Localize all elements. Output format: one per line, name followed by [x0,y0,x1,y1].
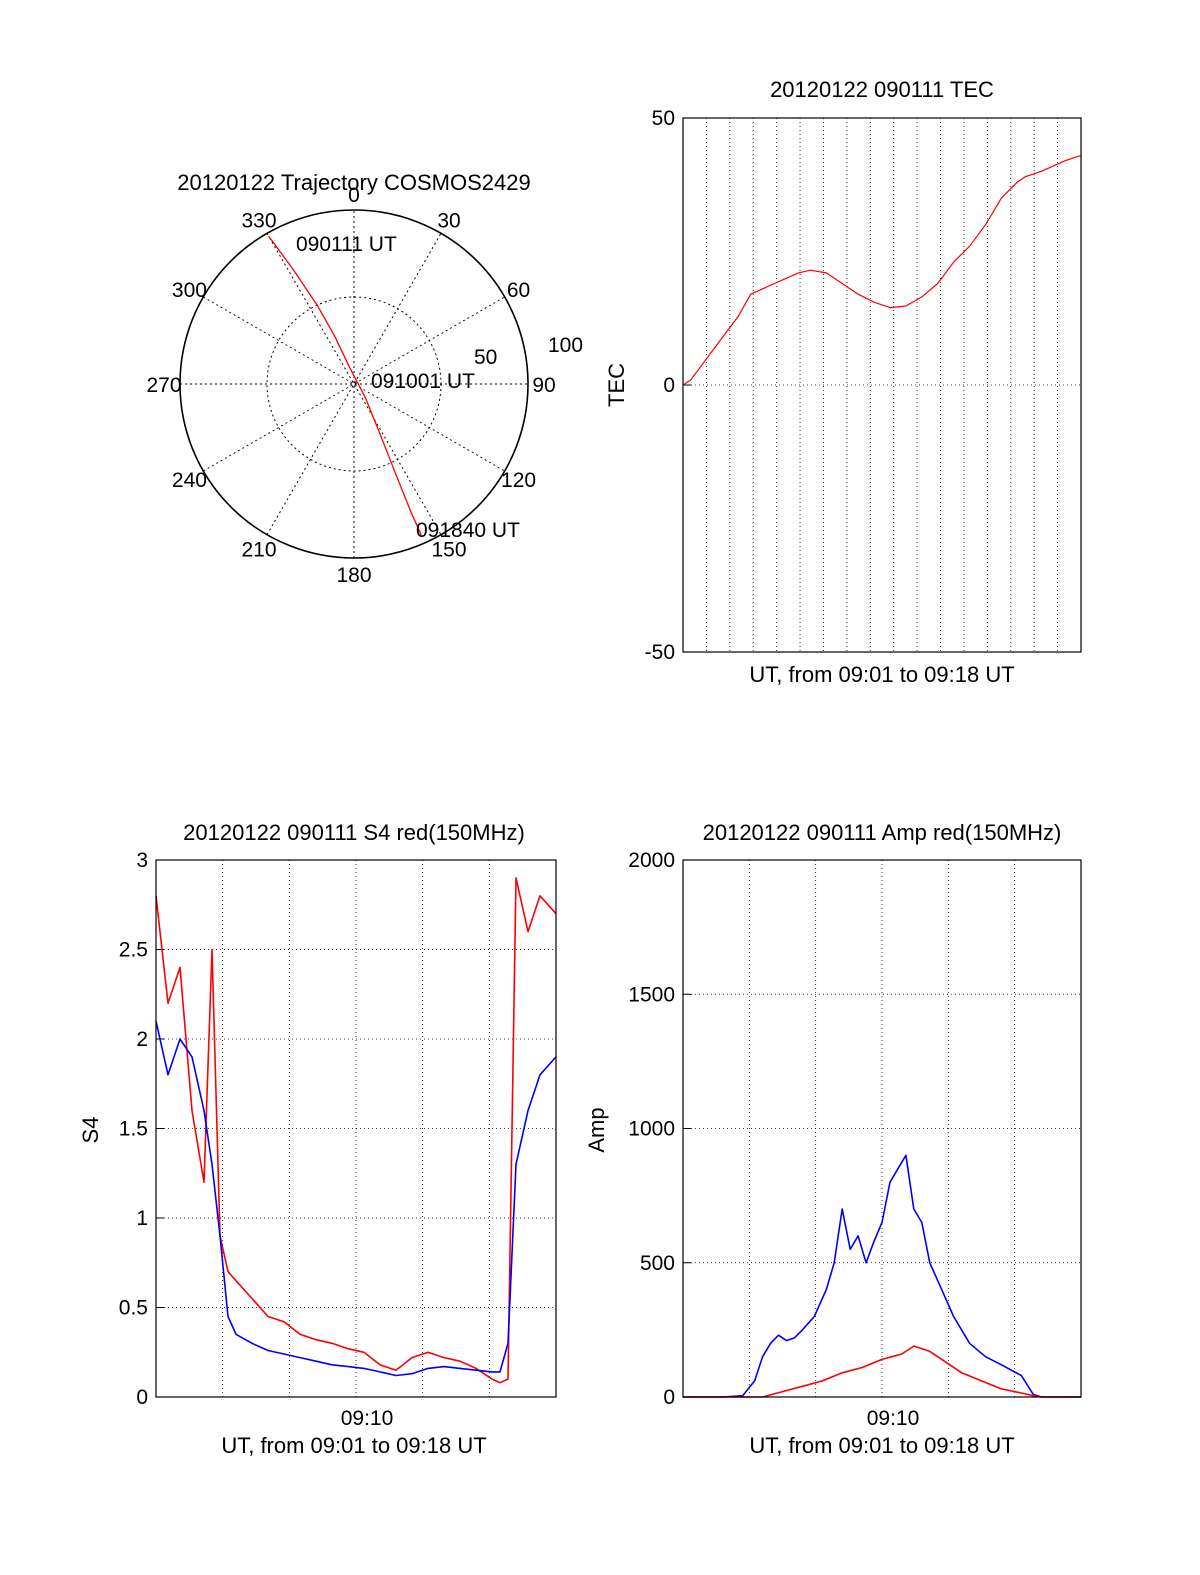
polar-radial-label-100: 100 [548,334,583,357]
tec-xlabel: UT, from 09:01 to 09:18 UT [749,662,1014,687]
polar-annotation-start: 090111 UT [296,233,397,256]
polar-grid [179,209,529,559]
s4-chart: 20120122 090111 S4 red(150MHz) 3 2.5 2 1.5 1… [78,820,557,1458]
amp-frame [682,859,1082,1398]
polar-angle-label: 210 [241,539,276,562]
s4-ytick-label: 1 [136,1207,148,1230]
s4-xlabel: UT, from 09:01 to 09:18 UT [221,1433,486,1458]
amp-series-line-0 [683,1154,1081,1398]
polar-angle-label: 180 [336,564,371,587]
polar-angle-label: 90 [532,374,555,397]
s4-series-group [155,877,557,1384]
amp-series-group [683,1154,1081,1398]
amp-ytick-label: 1500 [628,983,675,1006]
tec-ytick-label: 0 [663,374,675,397]
polar-angle-label: 150 [431,539,466,562]
polar-spoke-60 [203,296,505,472]
tec-ytick-label: -50 [645,641,675,664]
polar-annotation-mid: 091001 UT [371,370,475,393]
polar-angle-label: 270 [146,374,181,397]
amp-ytick-label: 500 [640,1252,675,1275]
tec-series-line-0 [682,154,1082,386]
s4-title: 20120122 090111 S4 red(150MHz) [183,820,525,845]
s4-ytick-label: 1.5 [119,1118,148,1141]
polar-angle-label: 60 [507,279,530,302]
tec-ylabel: TEC [604,363,629,407]
s4-ylabel: S4 [78,1117,103,1144]
polar-annotation-end: 091840 UT [416,519,520,542]
tec-ytick-label: 50 [652,107,675,130]
s4-ytick-label: 3 [136,849,148,872]
polar-angle-label: 240 [172,469,207,492]
polar-angle-label: 330 [241,209,276,232]
amp-x-tick-label: 09:10 [867,1407,920,1430]
amp-grid [683,859,1081,1398]
polar-trajectory-line [268,235,422,536]
s4-frame [155,859,557,1398]
polar-angle-label: 300 [172,279,207,302]
s4-ytick-label: 2 [136,1028,148,1051]
s4-ytick-label: 2.5 [119,939,148,962]
polar-trajectory-series [268,235,422,536]
amp-ytick-label: 2000 [628,849,675,872]
tec-y-tick-labels: 50 0 -50 [645,107,675,664]
amp-chart: 20120122 090111 Amp red(150MHz) 2000 1500… [584,820,1082,1458]
s4-ytick-label: 0.5 [119,1297,148,1320]
amp-ylabel: Amp [584,1107,609,1152]
tec-frame [682,117,1082,653]
amp-ytick-label: 0 [663,1386,675,1409]
polar-spoke-30 [266,233,442,535]
tec-grid [683,117,1081,653]
s4-series-line-0 [155,877,557,1384]
polar-angle-label: 30 [437,209,460,232]
s4-ytick-label: 0 [136,1386,148,1409]
amp-y-tick-labels: 2000 1500 1000 500 0 [628,849,675,1409]
tec-title: 20120122 090111 TEC [770,77,994,102]
polar-title: 20120122 Trajectory COSMOS2429 [177,170,530,195]
polar-angle-labels: 0 30 60 90 120 150 180 210 240 270 300 330 [146,184,555,587]
polar-spoke-120 [203,296,505,472]
polar-angle-label: 0 [348,184,360,207]
polar-trajectory-chart: 20120122 Trajectory COSMOS2429 0 30 60 90 12… [146,170,583,587]
polar-angle-label: 120 [501,469,536,492]
tec-series-group [682,154,1082,386]
amp-xlabel: UT, from 09:01 to 09:18 UT [749,1433,1014,1458]
polar-radial-label-50: 50 [474,346,497,369]
tec-chart: 20120122 090111 TEC 50 0 -50 UT, from 09:0… [604,77,1082,687]
polar-spoke-150 [266,233,442,535]
s4-grid [156,859,556,1398]
s4-y-tick-labels: 3 2.5 2 1.5 1 0.5 0 [119,849,148,1409]
amp-ytick-label: 1000 [628,1118,675,1141]
s4-series-line-1 [155,1020,557,1377]
amp-series-line-1 [683,1345,1081,1398]
amp-title: 20120122 090111 Amp red(150MHz) [703,820,1062,845]
s4-x-tick-label: 09:10 [341,1407,394,1430]
